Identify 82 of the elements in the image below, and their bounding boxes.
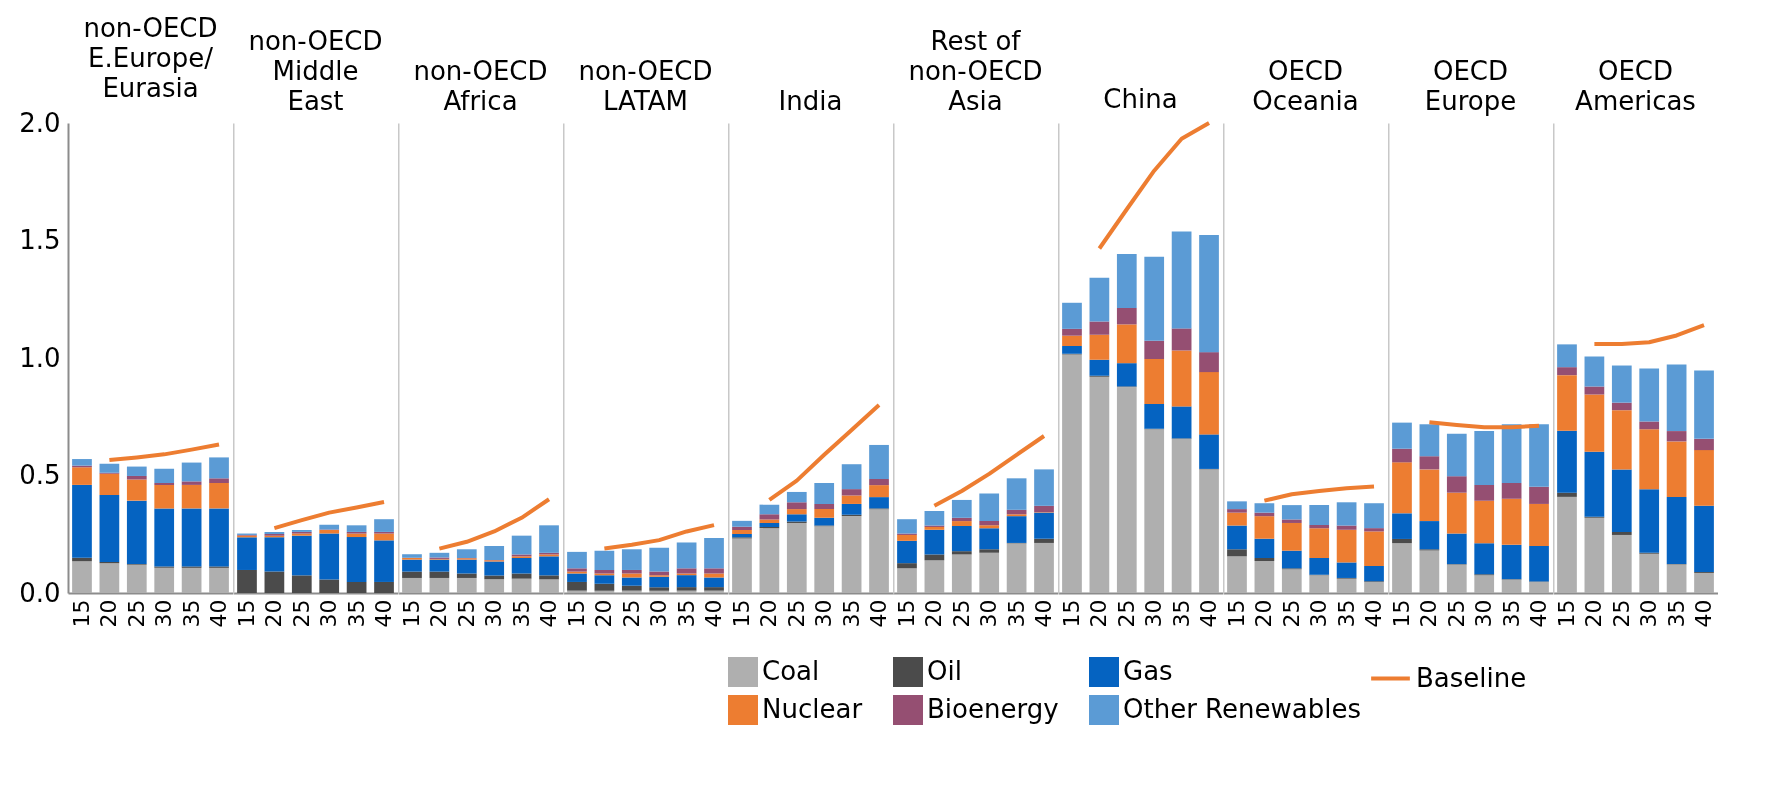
y-tick-label: 0.5	[19, 460, 61, 490]
x-tick-label: 40	[371, 599, 397, 628]
chart-title: India	[778, 86, 843, 116]
x-tick-label: 30	[1141, 599, 1167, 628]
chart-title: non-OECD LATAM	[578, 56, 713, 116]
x-tick-label: 20	[261, 599, 287, 628]
x-tick-label: 20	[921, 599, 947, 628]
x-tick-label: 20	[1251, 599, 1277, 628]
x-tick-label: 30	[976, 599, 1002, 628]
x-tick-label: 15	[68, 599, 94, 628]
x-tick-label: 30	[646, 599, 672, 628]
x-tick-label: 35	[673, 599, 699, 628]
x-tick-label: 20	[1581, 599, 1607, 628]
chart-title: non-OECD Middle East	[248, 26, 383, 116]
y-tick-label: 0.0	[19, 577, 61, 608]
x-tick-label: 15	[1058, 599, 1084, 628]
legend-label: Oil	[927, 656, 962, 686]
y-tick-label: 1.0	[19, 342, 61, 373]
x-tick-label: 30	[316, 599, 342, 628]
chart-title: non-OECD Africa	[413, 56, 548, 116]
x-tick-label: 20	[1416, 599, 1442, 628]
legend-label: Other Renewables	[1123, 694, 1361, 724]
x-tick-label: 35	[1663, 599, 1689, 628]
y-tick-label: 1.5	[19, 225, 61, 255]
x-tick-label: 40	[206, 599, 232, 628]
x-tick-label: 15	[563, 599, 589, 628]
chart-title: China	[1103, 84, 1178, 114]
x-tick-label: 30	[811, 599, 837, 628]
legend-label: Coal	[762, 656, 820, 686]
x-tick-label: 15	[728, 599, 754, 628]
x-tick-label: 30	[151, 599, 177, 628]
x-tick-label: 35	[1168, 599, 1194, 628]
x-tick-label: 40	[1031, 599, 1057, 628]
x-tick-label: 25	[1608, 599, 1634, 628]
x-tick-label: 35	[343, 599, 369, 628]
x-tick-label: 20	[756, 599, 782, 628]
x-tick-label: 15	[398, 599, 424, 628]
chart-title: Rest of non-OECD Asia	[908, 26, 1043, 116]
x-tick-label: 25	[1113, 599, 1139, 628]
x-tick-label: 25	[618, 599, 644, 628]
x-tick-label: 20	[591, 599, 617, 628]
chart-title: non-OECD E.Europe/ Eurasia	[83, 13, 218, 103]
legend-label: Nuclear	[762, 694, 863, 724]
legend-label: Gas	[1123, 656, 1173, 686]
x-tick-label: 30	[1636, 599, 1662, 628]
x-tick-label: 35	[508, 599, 534, 628]
x-tick-label: 30	[1306, 599, 1332, 628]
x-tick-label: 25	[1278, 599, 1304, 628]
x-tick-label: 35	[1333, 599, 1359, 628]
x-tick-label: 40	[1361, 599, 1387, 628]
x-tick-label: 40	[701, 599, 727, 628]
x-tick-label: 20	[426, 599, 452, 628]
x-tick-label: 35	[178, 599, 204, 628]
x-tick-label: 25	[783, 599, 809, 628]
x-tick-label: 15	[1388, 599, 1414, 628]
chart-title: OECD Oceania	[1252, 56, 1359, 116]
x-tick-label: 25	[453, 599, 479, 628]
x-tick-label: 40	[1196, 599, 1222, 628]
x-tick-label: 20	[1086, 599, 1112, 628]
x-tick-label: 15	[1553, 599, 1579, 628]
x-tick-label: 30	[1471, 599, 1497, 628]
x-tick-label: 40	[1526, 599, 1552, 628]
x-tick-label: 20	[96, 599, 122, 628]
x-tick-label: 25	[1443, 599, 1469, 628]
x-tick-label: 15	[1223, 599, 1249, 628]
chart-title: OECD Americas	[1575, 56, 1696, 116]
x-tick-label: 25	[123, 599, 149, 628]
x-tick-label: 40	[536, 599, 562, 628]
y-tick-label: 2.0	[19, 107, 61, 138]
x-tick-label: 25	[288, 599, 314, 628]
x-tick-label: 35	[1498, 599, 1524, 628]
x-tick-label: 30	[481, 599, 507, 628]
legend-label: Bioenergy	[927, 694, 1059, 724]
x-tick-label: 35	[838, 599, 864, 628]
x-tick-label: 15	[233, 599, 259, 628]
x-tick-label: 25	[948, 599, 974, 628]
x-tick-label: 15	[893, 599, 919, 628]
chart-title: OECD Europe	[1424, 56, 1517, 116]
legend-label: Baseline	[1416, 662, 1527, 693]
x-tick-label: 35	[1003, 599, 1029, 628]
x-tick-label: 40	[1691, 599, 1717, 628]
x-tick-label: 40	[866, 599, 892, 628]
